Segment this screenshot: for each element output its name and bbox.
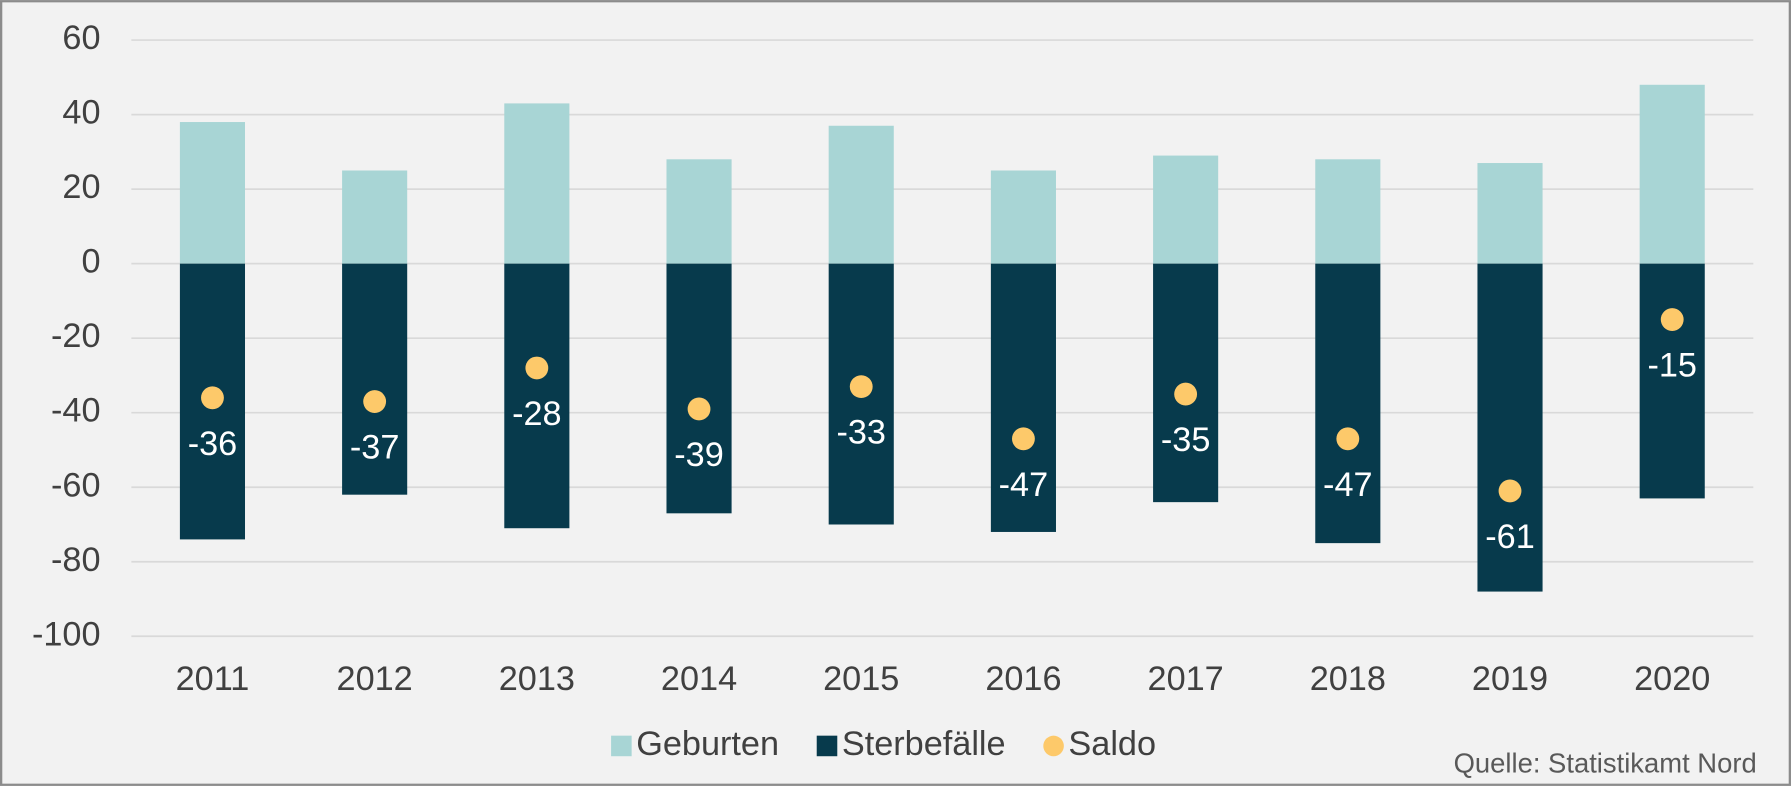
x-tick-label: 2020 — [1634, 660, 1710, 698]
x-tick-label: 2019 — [1472, 660, 1548, 698]
saldo-point — [1174, 382, 1198, 406]
data-label: -37 — [350, 429, 400, 467]
legend-label: Saldo — [1068, 725, 1156, 763]
bar — [990, 170, 1056, 264]
legend-marker — [611, 735, 632, 757]
data-label: -33 — [836, 414, 886, 452]
bar — [1315, 263, 1381, 544]
y-tick-label: -100 — [32, 615, 101, 653]
data-label: -35 — [1161, 421, 1211, 459]
source: Quelle: Statistikamt Nord — [1454, 748, 1757, 779]
y-tick-label: 60 — [62, 19, 100, 57]
data-label: -15 — [1647, 347, 1697, 385]
y-tick-label: -80 — [51, 541, 101, 579]
bar — [179, 122, 246, 264]
saldo-point — [525, 356, 549, 380]
y-tick-label: -60 — [51, 466, 101, 504]
x-tick-label: 2011 — [176, 660, 250, 698]
bar — [990, 263, 1056, 532]
y-tick-label: 40 — [62, 94, 100, 132]
bar — [1153, 155, 1219, 264]
data-label: -47 — [999, 466, 1049, 504]
x-tick-label: 2016 — [985, 660, 1061, 698]
bar — [504, 263, 570, 529]
bar — [666, 159, 732, 264]
y-tick-label: -20 — [51, 317, 101, 355]
saldo-point — [1336, 427, 1360, 451]
legend-label: Geburten — [636, 725, 779, 763]
y-tick-label: 0 — [81, 243, 100, 281]
saldo-point — [201, 386, 224, 410]
saldo-point — [1012, 427, 1035, 451]
x-tick-label: 2014 — [661, 660, 737, 698]
bar — [342, 263, 408, 495]
bar — [666, 263, 732, 514]
x-tick-label: 2017 — [1148, 660, 1224, 698]
saldo-point — [687, 397, 711, 421]
saldo-point — [1660, 308, 1684, 331]
bar — [828, 125, 894, 264]
saldo-point — [1498, 479, 1522, 503]
saldo-point — [849, 375, 873, 399]
bar — [342, 170, 408, 264]
bar — [1477, 163, 1543, 264]
legend-marker — [816, 735, 838, 757]
data-label: -28 — [512, 395, 562, 433]
saldo-point — [363, 390, 387, 413]
y-tick-label: -40 — [51, 392, 101, 430]
bar — [1639, 84, 1705, 264]
data-label: -39 — [674, 436, 724, 474]
x-tick-label: 2018 — [1310, 660, 1386, 698]
bar — [504, 103, 570, 264]
data-label: -47 — [1323, 466, 1373, 504]
y-tick-label: 20 — [62, 168, 100, 206]
bar — [1639, 263, 1705, 499]
x-tick-label: 2015 — [823, 660, 899, 698]
legend-label: Sterbefälle — [842, 725, 1006, 763]
x-tick-label: 2012 — [337, 660, 413, 698]
data-label: -61 — [1485, 518, 1535, 556]
bar — [1315, 159, 1381, 264]
bar — [1477, 263, 1543, 592]
data-label: -36 — [188, 425, 238, 463]
legend-marker — [1043, 735, 1064, 757]
x-tick-label: 2013 — [499, 660, 575, 698]
